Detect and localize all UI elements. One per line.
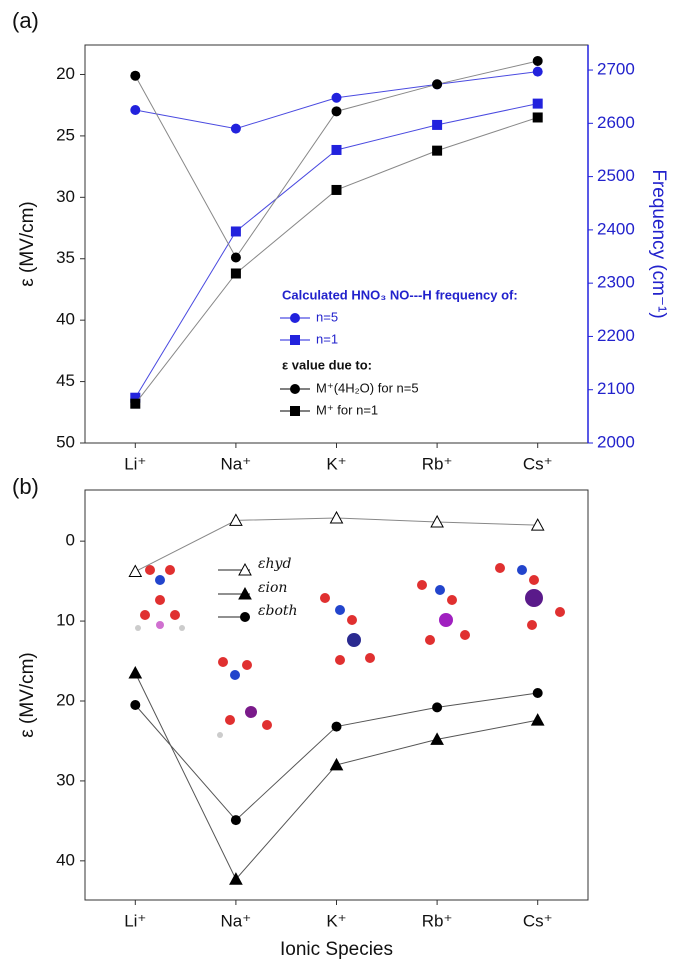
marker <box>231 124 241 134</box>
marker <box>231 253 241 263</box>
y-tick-label: 20 <box>56 64 75 83</box>
marker <box>533 56 543 66</box>
x-tick-label: Na⁺ <box>221 454 252 473</box>
marker <box>332 185 342 195</box>
legend-label: n=1 <box>316 331 338 346</box>
y-tick-label: 40 <box>56 310 75 329</box>
marker <box>290 406 300 416</box>
marker <box>332 93 342 103</box>
y2-tick-label: 2500 <box>597 166 635 185</box>
legend-label: εboth <box>258 603 298 619</box>
y-tick-label: 45 <box>56 371 75 390</box>
marker <box>432 79 442 89</box>
marker <box>331 759 343 770</box>
y2-tick-label: 2100 <box>597 379 635 398</box>
y-tick-label: 25 <box>56 125 75 144</box>
marker <box>231 226 241 236</box>
marker <box>331 512 343 523</box>
marker <box>129 566 141 577</box>
panel-label: (b) <box>12 474 39 499</box>
marker <box>290 313 300 323</box>
series-line <box>135 693 537 820</box>
marker <box>332 145 342 155</box>
y2-tick-label: 2700 <box>597 60 635 79</box>
y2-tick-label: 2600 <box>597 113 635 132</box>
panel-label: (a) <box>12 8 39 33</box>
legend-label: M⁺ for n=1 <box>316 402 378 417</box>
marker <box>532 714 544 725</box>
marker <box>130 105 140 115</box>
marker <box>130 71 140 81</box>
y-axis-label: ε (MV/cm) <box>17 201 38 287</box>
legend-label: n=5 <box>316 309 338 324</box>
marker <box>332 106 342 116</box>
x-tick-label: Cs⁺ <box>523 911 553 930</box>
marker <box>533 67 543 77</box>
y-tick-label: 40 <box>56 850 75 869</box>
series-line <box>135 673 537 879</box>
series-line <box>135 518 537 572</box>
marker <box>432 146 442 156</box>
x-tick-label: Li⁺ <box>124 454 146 473</box>
y-tick-label: 0 <box>66 531 75 550</box>
y-tick-label: 35 <box>56 248 75 267</box>
y-tick-label: 20 <box>56 690 75 709</box>
y2-axis-label: Frequency (cm⁻¹) <box>648 169 669 318</box>
marker <box>231 815 241 825</box>
marker <box>130 399 140 409</box>
x-tick-label: Li⁺ <box>124 911 146 930</box>
marker <box>533 99 543 109</box>
marker <box>432 120 442 130</box>
marker <box>129 667 141 678</box>
marker <box>290 384 300 394</box>
series-line <box>135 61 537 258</box>
y-tick-label: 30 <box>56 187 75 206</box>
y-tick-label: 30 <box>56 770 75 789</box>
y-axis-label: ε (MV/cm) <box>17 652 38 738</box>
x-tick-label: Cs⁺ <box>523 454 553 473</box>
y2-tick-label: 2400 <box>597 219 635 238</box>
figure: (a) 20 25 30 35 40 45 50 ε (MV/cm) 2000 2100 2200 23… <box>0 0 677 975</box>
y2-tick-label: 2300 <box>597 273 635 292</box>
marker <box>533 688 543 698</box>
x-tick-label: K⁺ <box>326 911 346 930</box>
marker <box>533 112 543 122</box>
marker <box>240 612 250 622</box>
legend-label: M⁺(4H₂O) for n=5 <box>316 380 419 395</box>
y-tick-label: 10 <box>56 611 75 630</box>
legend-title: ε value due to: <box>282 357 372 372</box>
x-tick-label: Na⁺ <box>221 911 252 930</box>
x-tick-label: Rb⁺ <box>422 911 453 930</box>
marker <box>290 335 300 345</box>
y2-tick-label: 2000 <box>597 432 635 451</box>
y2-tick-label: 2200 <box>597 326 635 345</box>
legend-title: Calculated HNO₃ NO---H frequency of: <box>282 287 518 302</box>
marker <box>432 702 442 712</box>
x-axis-label: Ionic Species <box>280 939 393 960</box>
legend-label: εion <box>258 580 287 596</box>
marker <box>130 700 140 710</box>
plot-frame <box>85 490 588 900</box>
marker <box>231 268 241 278</box>
x-tick-label: K⁺ <box>326 454 346 473</box>
y-tick-label: 50 <box>56 432 75 451</box>
x-tick-label: Rb⁺ <box>422 454 453 473</box>
molecules <box>135 563 565 738</box>
legend-label: εhyd <box>258 556 291 572</box>
marker <box>332 722 342 732</box>
